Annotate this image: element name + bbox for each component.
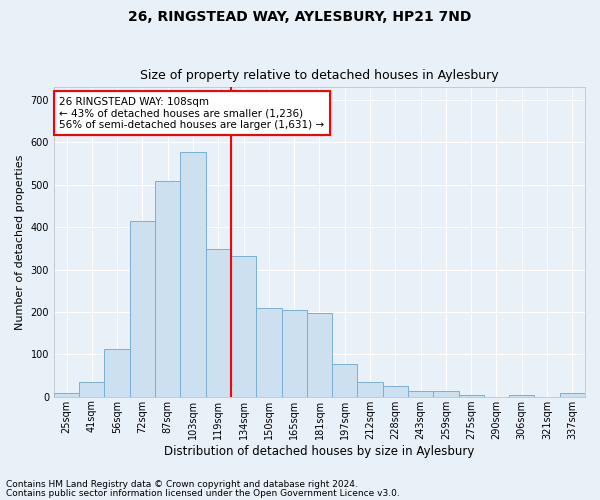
Bar	[281, 310, 307, 396]
Bar	[79, 382, 104, 396]
Bar	[206, 249, 231, 396]
Bar	[358, 382, 383, 396]
Y-axis label: Number of detached properties: Number of detached properties	[15, 154, 25, 330]
Text: Contains public sector information licensed under the Open Government Licence v3: Contains public sector information licen…	[6, 488, 400, 498]
Bar	[256, 308, 281, 396]
X-axis label: Distribution of detached houses by size in Aylesbury: Distribution of detached houses by size …	[164, 444, 475, 458]
Text: Contains HM Land Registry data © Crown copyright and database right 2024.: Contains HM Land Registry data © Crown c…	[6, 480, 358, 489]
Bar	[307, 313, 332, 396]
Bar	[560, 394, 585, 396]
Title: Size of property relative to detached houses in Aylesbury: Size of property relative to detached ho…	[140, 69, 499, 82]
Bar	[433, 391, 458, 396]
Bar	[408, 391, 433, 396]
Text: 26, RINGSTEAD WAY, AYLESBURY, HP21 7ND: 26, RINGSTEAD WAY, AYLESBURY, HP21 7ND	[128, 10, 472, 24]
Bar	[155, 182, 181, 396]
Bar	[130, 221, 155, 396]
Bar	[332, 364, 358, 396]
Bar	[383, 386, 408, 396]
Bar	[231, 256, 256, 396]
Text: 26 RINGSTEAD WAY: 108sqm
← 43% of detached houses are smaller (1,236)
56% of sem: 26 RINGSTEAD WAY: 108sqm ← 43% of detach…	[59, 96, 325, 130]
Bar	[104, 349, 130, 397]
Bar	[181, 152, 206, 396]
Bar	[509, 394, 535, 396]
Bar	[458, 394, 484, 396]
Bar	[54, 394, 79, 396]
